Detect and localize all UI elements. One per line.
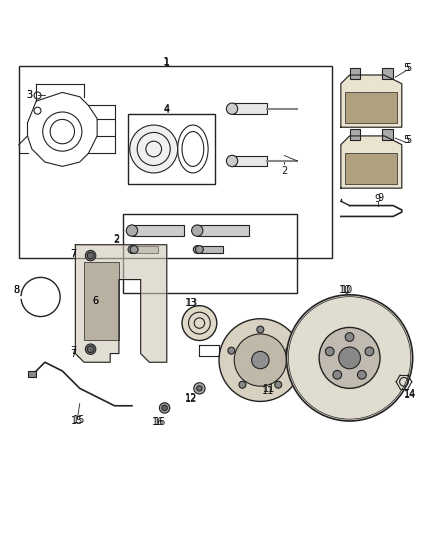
Circle shape (195, 246, 203, 254)
Bar (232, 103, 267, 114)
Bar (350, 130, 360, 140)
Text: 14: 14 (404, 389, 417, 399)
Polygon shape (75, 245, 167, 362)
Bar (345, 154, 397, 184)
Circle shape (128, 246, 136, 254)
Text: 7: 7 (70, 249, 76, 260)
Bar (127, 114, 215, 184)
Circle shape (130, 125, 178, 173)
Circle shape (85, 344, 96, 354)
Circle shape (126, 225, 138, 236)
Circle shape (197, 386, 202, 391)
Text: 1: 1 (163, 57, 170, 67)
Bar (345, 92, 397, 123)
Bar (132, 225, 184, 236)
Bar (382, 130, 393, 140)
Text: 9: 9 (377, 193, 383, 203)
Text: 7: 7 (70, 346, 76, 356)
Text: 4: 4 (164, 104, 170, 114)
Bar (197, 246, 223, 254)
Text: 1: 1 (164, 58, 170, 68)
Circle shape (159, 403, 170, 413)
Circle shape (239, 381, 246, 388)
Circle shape (193, 246, 201, 254)
Text: 5: 5 (403, 63, 409, 74)
Circle shape (257, 326, 264, 333)
Circle shape (319, 327, 380, 389)
Polygon shape (341, 136, 402, 188)
Text: 8: 8 (14, 286, 20, 295)
Text: 6: 6 (92, 296, 98, 306)
Circle shape (325, 347, 334, 356)
Bar (84, 262, 119, 341)
Text: 12: 12 (184, 394, 197, 404)
Circle shape (182, 305, 217, 341)
Text: 3: 3 (27, 90, 33, 100)
Circle shape (252, 351, 269, 369)
Circle shape (85, 251, 96, 261)
Text: 13: 13 (185, 298, 198, 308)
Circle shape (194, 383, 205, 394)
Circle shape (226, 155, 238, 167)
Text: 3: 3 (27, 90, 33, 100)
Circle shape (87, 252, 94, 259)
Text: 2: 2 (113, 236, 120, 245)
Bar (19, 66, 332, 258)
Circle shape (286, 347, 293, 354)
Text: 16: 16 (152, 417, 164, 427)
Bar (382, 68, 393, 79)
Circle shape (286, 295, 413, 421)
Bar (197, 225, 250, 236)
Circle shape (339, 347, 360, 369)
Text: 2: 2 (281, 166, 287, 176)
Circle shape (365, 347, 374, 356)
Circle shape (226, 103, 238, 115)
Circle shape (357, 370, 366, 379)
Bar (28, 371, 36, 377)
Bar (232, 156, 267, 166)
Bar (132, 246, 158, 254)
Bar (123, 214, 297, 293)
Text: 7: 7 (70, 249, 76, 260)
Text: 14: 14 (404, 390, 417, 400)
Text: 16: 16 (154, 417, 166, 427)
Circle shape (234, 334, 286, 386)
Circle shape (162, 405, 167, 410)
Text: 13: 13 (184, 298, 197, 309)
Text: 15: 15 (71, 416, 84, 426)
Text: 5: 5 (405, 63, 411, 74)
Polygon shape (341, 75, 402, 127)
Circle shape (275, 381, 282, 388)
Text: 7: 7 (70, 349, 76, 359)
Text: 5: 5 (405, 135, 411, 146)
Text: 8: 8 (14, 286, 20, 295)
Circle shape (219, 319, 302, 401)
Text: 15: 15 (73, 415, 85, 425)
Text: 10: 10 (339, 286, 351, 295)
Text: 5: 5 (403, 135, 409, 146)
Circle shape (191, 225, 203, 236)
Text: 11: 11 (261, 385, 274, 395)
Text: 11: 11 (263, 384, 275, 394)
Circle shape (345, 333, 354, 341)
Circle shape (228, 347, 235, 354)
Circle shape (130, 246, 138, 254)
Circle shape (333, 370, 342, 379)
Text: 2: 2 (113, 234, 120, 244)
Text: 12: 12 (185, 393, 198, 403)
Bar (350, 68, 360, 79)
Text: 4: 4 (164, 105, 170, 115)
Text: 6: 6 (92, 296, 98, 306)
Circle shape (87, 346, 94, 353)
Text: 10: 10 (341, 285, 353, 295)
Text: 9: 9 (375, 194, 381, 204)
